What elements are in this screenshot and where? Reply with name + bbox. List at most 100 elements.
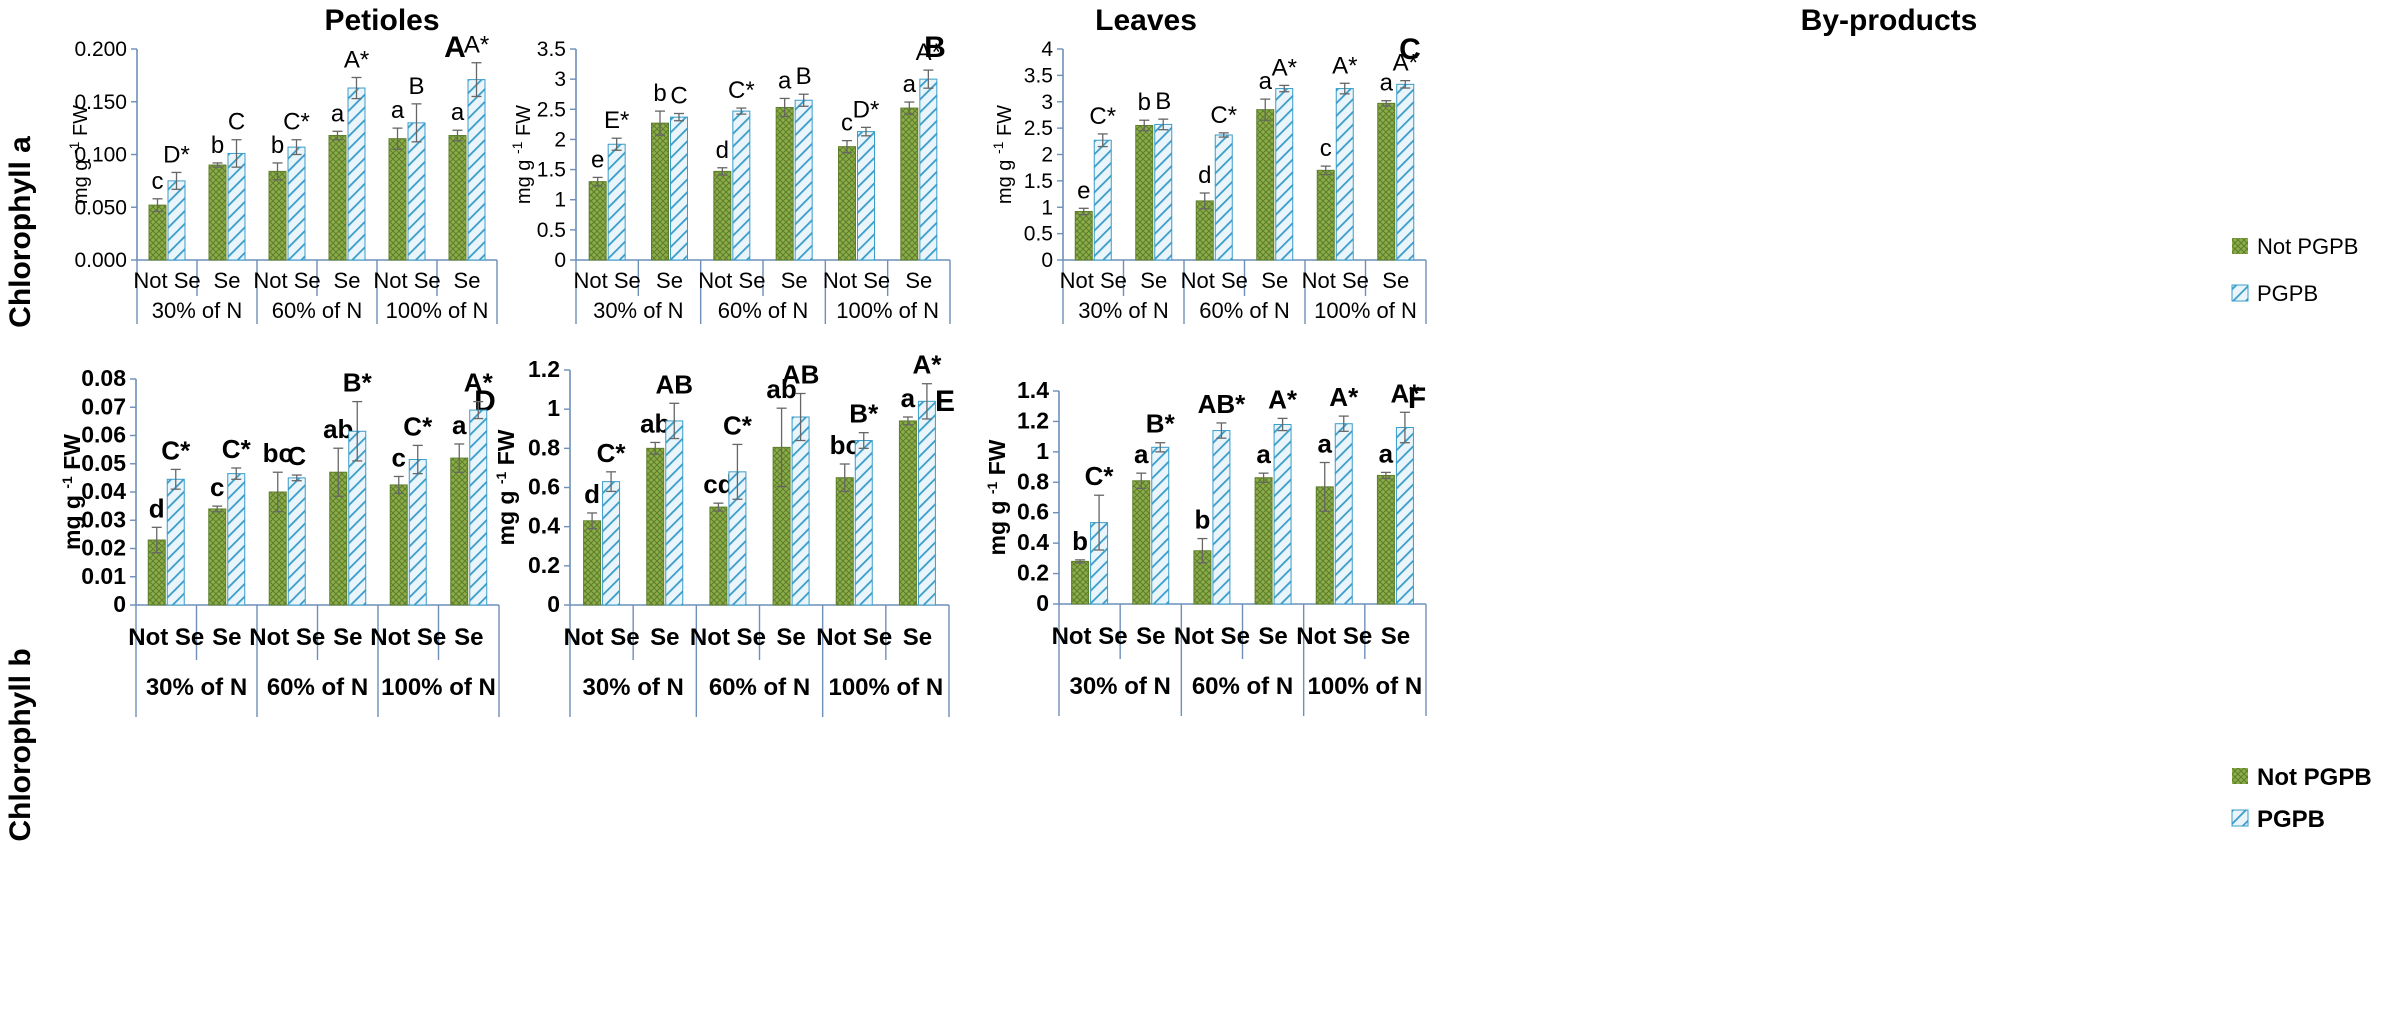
bar-not-pgpb (1074, 210, 1093, 261)
y-tick-label: 1 (1036, 438, 1049, 464)
y-tick-label: 0.02 (81, 535, 126, 561)
bar-not-pgpb (775, 106, 794, 261)
bar-pgpb (467, 79, 486, 261)
y-tick-label: 0.2 (528, 552, 560, 578)
x-category-label: Not Se (698, 268, 765, 293)
bar-not-pgpb (328, 135, 347, 261)
legend-label-not-pgpb: Not PGPB (2257, 234, 2358, 259)
x-category-label: Not Se (823, 268, 890, 293)
x-category-label: Se (903, 624, 932, 651)
significance-label: b (211, 132, 224, 159)
legend-label-pgpb: PGPB (2257, 806, 2325, 833)
x-category-label: Not Se (1052, 623, 1128, 650)
y-tick-label: 1 (1041, 196, 1053, 219)
x-group-label: 100% of N (836, 298, 939, 323)
y-axis-label: mg g -1 FW (66, 105, 92, 204)
bar-not-pgpb (1376, 474, 1395, 605)
y-tick-label: 0.4 (1017, 529, 1049, 555)
significance-label: C* (161, 435, 191, 465)
chart-panel-c: Cmg g -1 FW 0 0.5 1 1.5 2 2.5 3 3.5 4 30% of N 60% … (990, 33, 1427, 324)
bar-not-pgpb (1071, 560, 1090, 605)
x-category-label: Se (650, 624, 679, 651)
bar-not-pgpb (208, 164, 227, 261)
x-group-label: 30% of N (152, 298, 243, 323)
significance-label: d (1198, 162, 1211, 189)
y-axis-label: mg g -1 FW (990, 105, 1016, 204)
x-group-label: 60% of N (709, 674, 810, 701)
significance-label: b (653, 80, 666, 107)
x-category-label: Se (333, 624, 362, 651)
x-group-label: 30% of N (146, 674, 247, 701)
y-tick-label: 4 (1041, 38, 1053, 61)
y-tick-label: 0.03 (81, 506, 126, 532)
bar-pgpb (1212, 430, 1231, 605)
significance-label: ab (766, 374, 796, 404)
bar-pgpb (347, 87, 366, 261)
x-category-label: Se (1261, 268, 1288, 293)
significance-label: c (841, 110, 853, 137)
bar-pgpb (665, 420, 684, 606)
y-tick-label: 1.5 (537, 159, 566, 182)
y-axis-label: mg g -1 FW (59, 434, 85, 550)
x-category-label: Not Se (1302, 268, 1369, 293)
significance-label: D* (163, 141, 190, 168)
bar-pgpb (1214, 134, 1233, 261)
bar-pgpb (1334, 423, 1353, 605)
y-tick-label: 0.08 (81, 365, 126, 391)
bar-pgpb (469, 409, 488, 606)
significance-label: A* (1393, 50, 1418, 77)
bar-pgpb (857, 131, 875, 261)
bar-pgpb (166, 478, 185, 606)
bar-not-pgpb (583, 520, 602, 606)
significance-label: B* (343, 368, 373, 398)
significance-label: A* (1272, 54, 1297, 81)
x-group-label: 100% of N (1307, 673, 1422, 700)
bar-pgpb (732, 110, 751, 261)
y-tick-label: 0.8 (1017, 468, 1049, 494)
bar-not-pgpb (1377, 102, 1396, 261)
bar-not-pgpb (1195, 200, 1214, 261)
bar-not-pgpb (1135, 124, 1154, 261)
y-tick-label: 0.5 (537, 219, 566, 242)
significance-label: C (670, 83, 687, 110)
bar-pgpb (919, 78, 938, 261)
y-tick-label: 3 (554, 68, 566, 91)
chart-panel-f: Fmg g -1 FW 0 0.2 0.4 0.6 0.8 1 1.2 1.4 30% of N 6… (984, 377, 1427, 716)
bar-pgpb (1335, 88, 1354, 261)
bar-not-pgpb (588, 181, 607, 261)
significance-label: C* (1085, 461, 1115, 491)
significance-label: A* (344, 46, 369, 73)
bar-pgpb (791, 416, 810, 606)
x-category-label: Not Se (249, 624, 325, 651)
significance-label: b (271, 132, 284, 159)
y-tick-label: 0.01 (81, 563, 126, 589)
significance-label: d (716, 137, 729, 164)
significance-label: a (1256, 439, 1271, 469)
x-group-label: 60% of N (272, 298, 363, 323)
significance-label: A* (1268, 384, 1298, 414)
x-category-label: Not Se (1181, 268, 1248, 293)
significance-label: e (1077, 177, 1090, 204)
significance-label: a (391, 97, 405, 124)
significance-label: B* (849, 399, 879, 429)
panel-letter: B (924, 31, 946, 64)
y-tick-label: 1.2 (1017, 407, 1049, 433)
bar-pgpb (227, 152, 246, 261)
y-tick-label: 0.04 (81, 478, 126, 504)
x-category-label: Se (212, 624, 241, 651)
x-category-label: Se (905, 268, 932, 293)
panel-letter: A (444, 31, 466, 64)
significance-label: A* (912, 350, 942, 380)
bar-pgpb (227, 473, 246, 606)
x-category-label: Not Se (253, 268, 320, 293)
significance-label: a (903, 71, 917, 98)
x-category-label: Not Se (1174, 623, 1250, 650)
y-axis-label: mg g -1 FW (493, 429, 519, 545)
y-tick-label: 0 (554, 249, 566, 272)
legend-swatch-pgpb (2231, 809, 2249, 827)
legend-bottom: Not PGPB PGPB (2231, 764, 2372, 833)
bar-pgpb (167, 180, 186, 261)
chart-panel-d: Dmg g -1 FW00.010.020.030.040.050.060.07… (59, 365, 500, 717)
bar-not-pgpb (1254, 477, 1273, 605)
